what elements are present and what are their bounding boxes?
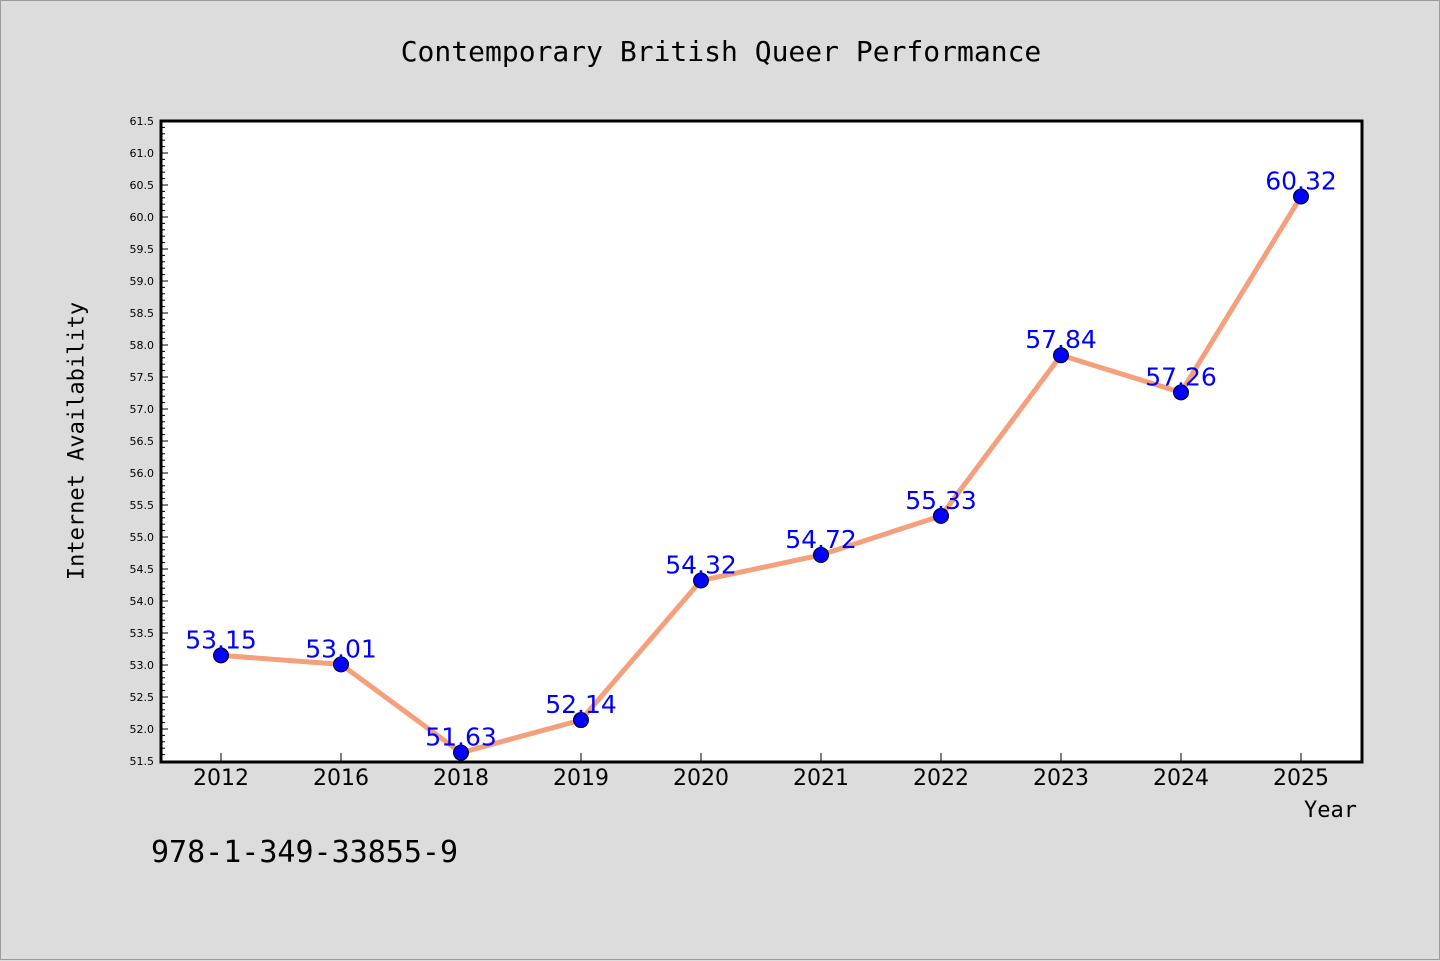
data-label: 52.14	[545, 690, 617, 719]
y-tick-label: 53.5	[130, 627, 155, 640]
y-tick-label: 54.0	[130, 595, 155, 608]
y-tick-label: 52.0	[130, 723, 155, 736]
data-point	[1053, 347, 1069, 364]
data-label: 55.33	[905, 486, 977, 515]
isbn-code: 978-1-349-33855-9	[151, 835, 459, 870]
data-label: 54.72	[785, 525, 857, 554]
data-point	[213, 647, 229, 664]
y-tick-label: 56.0	[130, 467, 155, 480]
y-tick-label: 59.0	[130, 275, 155, 288]
chart-title: Contemporary British Queer Performance	[400, 35, 1042, 68]
y-tick-label: 52.5	[130, 691, 155, 704]
data-label: 60.32	[1265, 167, 1337, 196]
y-tick-label: 57.0	[130, 403, 155, 416]
data-label: 57.84	[1025, 325, 1097, 354]
y-tick-label: 54.5	[130, 563, 155, 576]
x-tick-label: 2023	[1033, 766, 1089, 791]
data-label: 54.32	[665, 551, 737, 580]
x-axis-label: Year	[1304, 798, 1357, 823]
data-label: 53.15	[185, 625, 257, 654]
y-tick-label: 58.0	[130, 339, 155, 352]
x-tick-label: 2016	[313, 766, 369, 791]
y-tick-label: 61.5	[130, 115, 155, 128]
data-label: 51.63	[425, 723, 497, 752]
data-point	[453, 744, 469, 761]
y-tick-label: 51.5	[130, 755, 155, 768]
series-group: 53.15 53.01 51.63 52.14 54.32 54.72 55.33 57.84…	[185, 167, 1337, 761]
data-point	[693, 572, 709, 589]
x-tick-label: 2024	[1153, 766, 1209, 791]
series-line	[218, 194, 1304, 756]
data-point	[573, 712, 589, 729]
x-axis: 2012 2016 2018 2019 2020 2021 2022 2023 2024 2025	[193, 753, 1329, 791]
y-tick-label: 60.0	[130, 211, 155, 224]
x-tick-label: 2018	[433, 766, 489, 791]
y-tick-label: 57.5	[130, 371, 155, 384]
x-tick-label: 2019	[553, 766, 609, 791]
y-tick-label: 58.5	[130, 307, 155, 320]
x-tick-label: 2021	[793, 766, 849, 791]
y-tick-label: 55.5	[130, 499, 155, 512]
y-tick-label: 53.0	[130, 659, 155, 672]
x-tick-label: 2025	[1273, 766, 1329, 791]
plot-area	[159, 119, 1364, 764]
data-point	[333, 656, 349, 673]
data-point	[933, 507, 949, 524]
x-tick-label: 2012	[193, 766, 249, 791]
x-tick-label: 2020	[673, 766, 729, 791]
y-axis: 51.5 52.0 52.5 53.0 53.5 54.0 54.5 55.0 55.5 56.0…	[130, 115, 168, 768]
data-point	[813, 546, 829, 563]
y-tick-label: 60.5	[130, 179, 155, 192]
data-point	[1173, 384, 1189, 401]
y-tick-label: 61.0	[130, 147, 155, 160]
y-tick-label: 59.5	[130, 243, 155, 256]
x-tick-label: 2022	[913, 766, 969, 791]
data-label: 53.01	[305, 634, 377, 663]
y-tick-label: 55.0	[130, 531, 155, 544]
data-label: 57.26	[1145, 362, 1217, 391]
y-tick-label: 56.5	[130, 435, 155, 448]
data-point	[1293, 188, 1309, 205]
